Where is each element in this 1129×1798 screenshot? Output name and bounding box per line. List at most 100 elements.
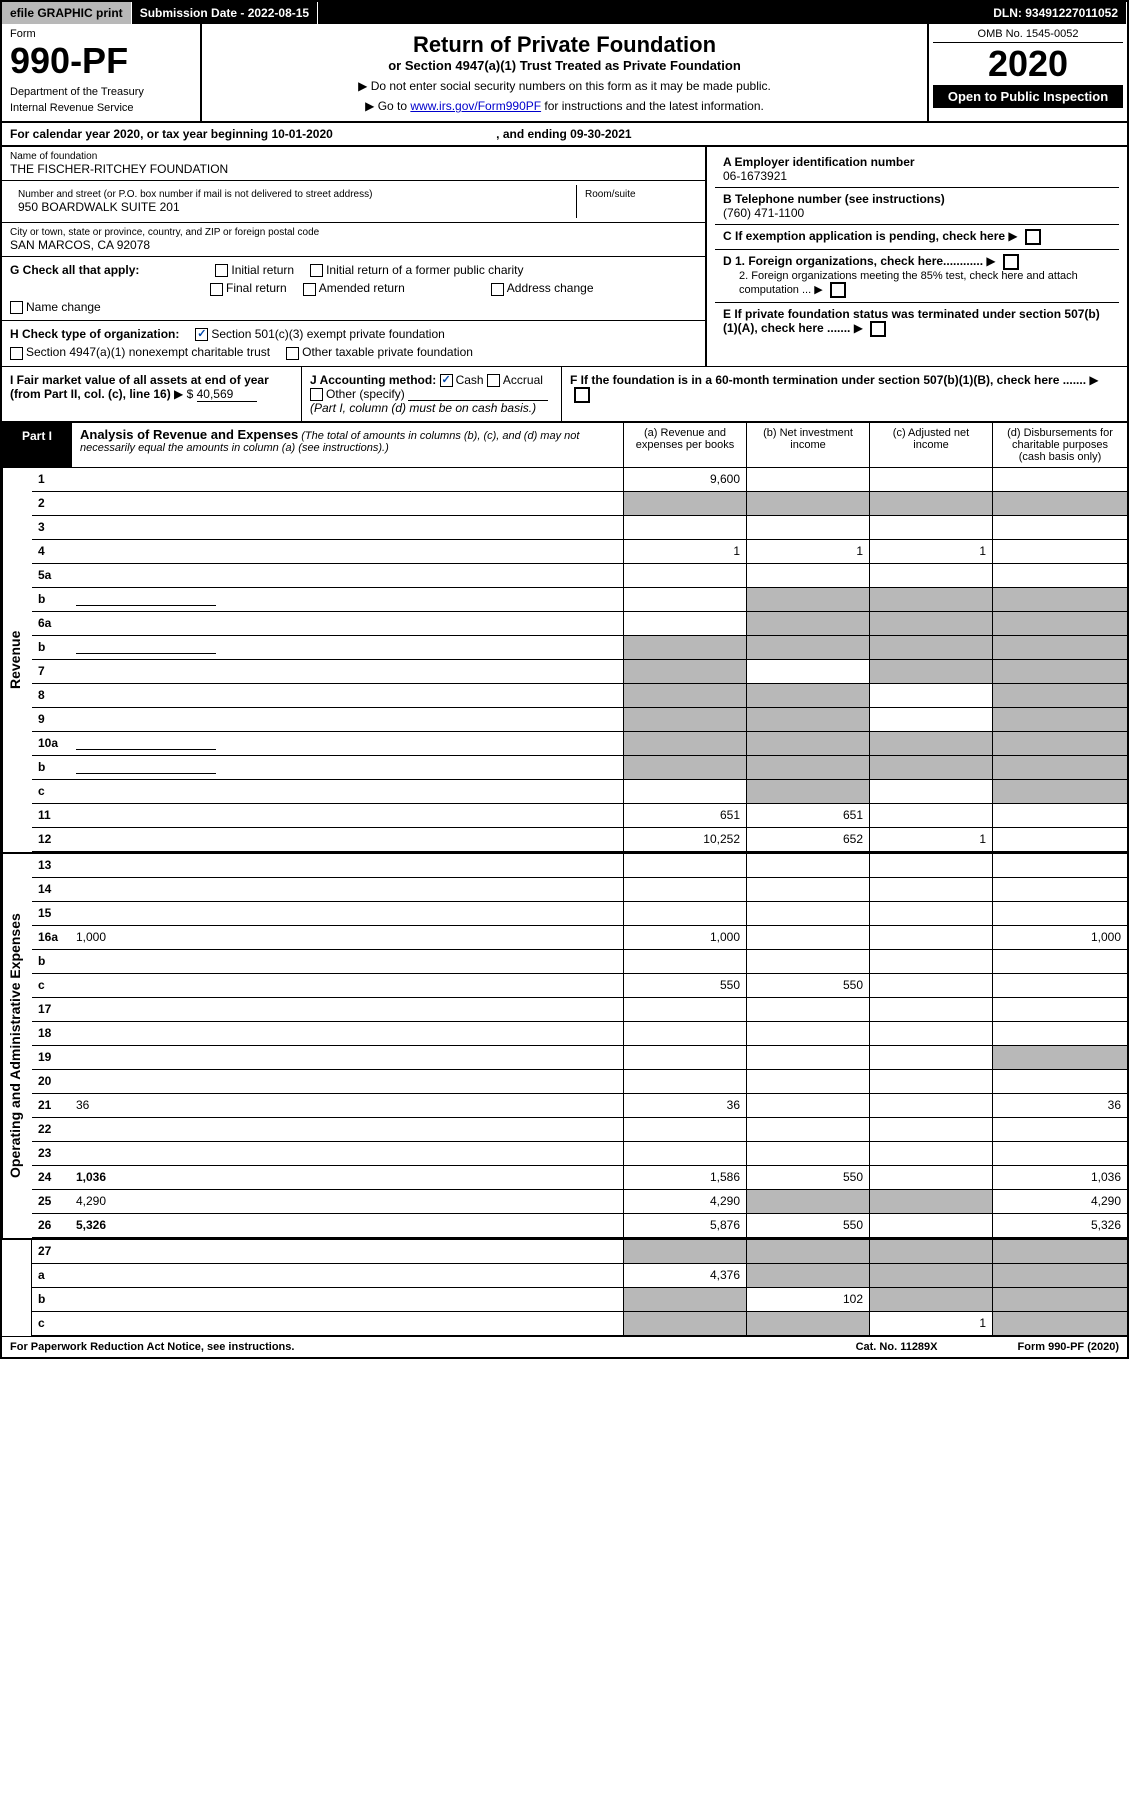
line-number: 4	[32, 540, 70, 563]
city-value: SAN MARCOS, CA 92078	[10, 238, 697, 252]
line-number: 19	[32, 1046, 70, 1069]
data-cell	[746, 1022, 869, 1045]
checkbox-other-method[interactable]	[310, 388, 323, 401]
ij-row: I Fair market value of all assets at end…	[2, 367, 1127, 424]
d1-label: D 1. Foreign organizations, check here..…	[723, 254, 983, 268]
data-cell	[869, 708, 992, 731]
data-cell	[623, 1118, 746, 1141]
checkbox-name-change[interactable]	[10, 301, 23, 314]
data-cell	[746, 998, 869, 1021]
checkbox-final-return[interactable]	[210, 283, 223, 296]
line-number: 7	[32, 660, 70, 683]
data-cell	[746, 1312, 869, 1335]
g-opt-0: Initial return	[231, 263, 294, 277]
line-description	[70, 732, 623, 755]
data-cell: 9,600	[623, 468, 746, 491]
data-cell	[869, 756, 992, 779]
line-row: c1	[32, 1312, 1127, 1336]
checkbox-d1[interactable]	[1003, 254, 1019, 270]
checkbox-d2[interactable]	[830, 282, 846, 298]
line-description	[70, 1142, 623, 1165]
line-row: 10a	[32, 732, 1127, 756]
line-description	[70, 1312, 623, 1335]
data-cell: 1	[869, 540, 992, 563]
data-cell: 102	[746, 1288, 869, 1311]
j-other: Other (specify)	[326, 387, 405, 401]
checkbox-accrual[interactable]	[487, 374, 500, 387]
h-opt-2: Section 4947(a)(1) nonexempt charitable …	[26, 345, 270, 359]
data-cell: 36	[992, 1094, 1127, 1117]
line-description	[70, 492, 623, 515]
data-cell	[992, 612, 1127, 635]
checkbox-cash[interactable]	[440, 374, 453, 387]
irs-link[interactable]: www.irs.gov/Form990PF	[410, 99, 541, 113]
data-cell: 1	[746, 540, 869, 563]
note-pre: ▶ Go to	[365, 99, 410, 113]
other-blank	[408, 387, 548, 401]
data-cell	[623, 854, 746, 877]
checkbox-initial-former[interactable]	[310, 264, 323, 277]
line-description	[70, 684, 623, 707]
data-cell	[869, 950, 992, 973]
expense-rows: 13141516a1,0001,0001,000bc55055017181920…	[32, 854, 1127, 1238]
checkbox-initial-return[interactable]	[215, 264, 228, 277]
data-cell: 550	[746, 1214, 869, 1237]
data-cell: 1	[869, 1312, 992, 1335]
g-opt-3: Amended return	[319, 281, 405, 295]
submission-date: Submission Date - 2022-08-15	[132, 2, 318, 24]
checkbox-e[interactable]	[870, 321, 886, 337]
data-cell	[992, 804, 1127, 827]
phone-value: (760) 471-1100	[723, 206, 1111, 220]
checkbox-amended[interactable]	[303, 283, 316, 296]
data-cell	[623, 1142, 746, 1165]
line-description	[70, 1046, 623, 1069]
line-description	[70, 1288, 623, 1311]
data-cell	[992, 902, 1127, 925]
j-label: J Accounting method:	[310, 373, 436, 387]
data-cell	[869, 1214, 992, 1237]
data-cell	[992, 1022, 1127, 1045]
checkbox-4947[interactable]	[10, 347, 23, 360]
data-cell	[746, 516, 869, 539]
form-header: Form 990-PF Department of the Treasury I…	[2, 24, 1127, 123]
line-description	[70, 828, 623, 851]
line-number: 13	[32, 854, 70, 877]
line-number: 24	[32, 1166, 70, 1189]
data-cell	[746, 1118, 869, 1141]
line-row: 8	[32, 684, 1127, 708]
line-row: 11651651	[32, 804, 1127, 828]
line-number: 1	[32, 468, 70, 491]
checkbox-other-taxable[interactable]	[286, 347, 299, 360]
data-cell	[992, 974, 1127, 997]
data-cell	[992, 1288, 1127, 1311]
checkbox-address-change[interactable]	[491, 283, 504, 296]
data-cell: 651	[623, 804, 746, 827]
line-number: 16a	[32, 926, 70, 949]
data-cell	[746, 492, 869, 515]
line-row: 3	[32, 516, 1127, 540]
col-c-header: (c) Adjusted net income	[869, 423, 992, 467]
data-cell	[869, 612, 992, 635]
data-cell	[746, 564, 869, 587]
checkbox-f[interactable]	[574, 387, 590, 403]
data-cell	[623, 684, 746, 707]
data-cell	[623, 1240, 746, 1263]
calendar-year-row: For calendar year 2020, or tax year begi…	[2, 123, 1127, 147]
checkbox-501c3[interactable]	[195, 328, 208, 341]
line-description: 1,036	[70, 1166, 623, 1189]
data-cell	[623, 756, 746, 779]
a-label: A Employer identification number	[723, 155, 1111, 169]
line-row: 22	[32, 1118, 1127, 1142]
data-cell: 1,000	[623, 926, 746, 949]
efile-label[interactable]: efile GRAPHIC print	[2, 2, 132, 24]
revenue-section: Revenue 19,6002341115ab 6ab 78910a b c11…	[2, 468, 1127, 852]
data-cell	[869, 732, 992, 755]
line-row: b	[32, 756, 1127, 780]
line-row: 20	[32, 1070, 1127, 1094]
expenses-side-label: Operating and Administrative Expenses	[2, 854, 32, 1238]
checkbox-c[interactable]	[1025, 229, 1041, 245]
part1-header: Part I Analysis of Revenue and Expenses …	[2, 423, 1127, 468]
address-row: Number and street (or P.O. box number if…	[2, 181, 705, 223]
data-cell	[992, 1312, 1127, 1335]
data-cell	[869, 902, 992, 925]
